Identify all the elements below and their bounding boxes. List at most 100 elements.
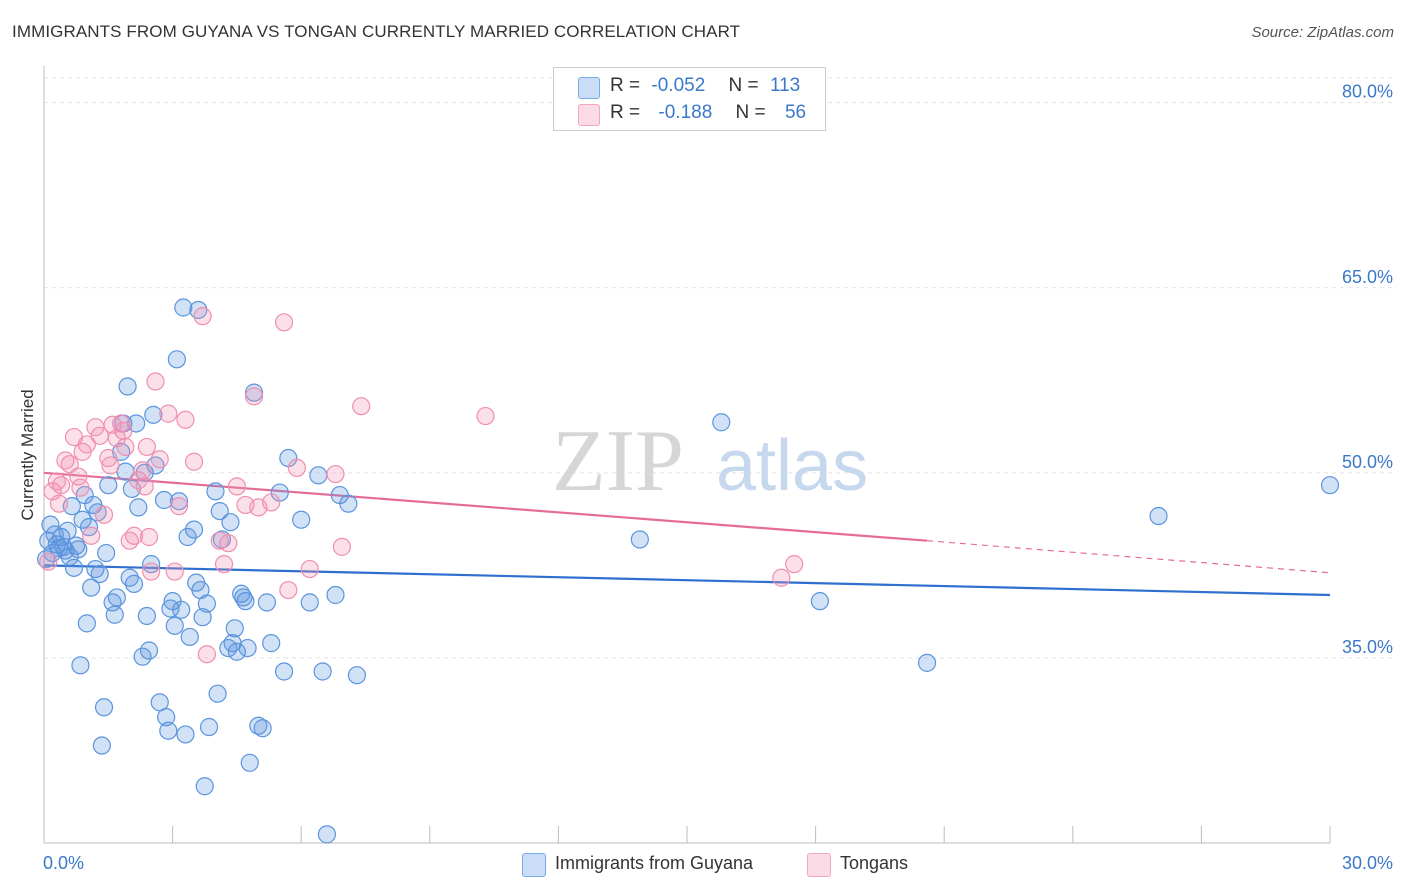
data-point	[92, 736, 111, 755]
data-point	[58, 521, 77, 540]
legend-swatch-guyana	[522, 853, 546, 877]
data-point	[262, 493, 281, 512]
trend-line-tongans	[43, 471, 928, 542]
data-point	[82, 578, 101, 597]
data-point	[244, 387, 264, 406]
data-point	[90, 564, 109, 584]
data-point	[712, 413, 731, 432]
data-point	[352, 397, 371, 416]
legend-label-guyana: Immigrants from Guyana	[555, 853, 754, 873]
data-point	[292, 510, 311, 529]
data-point	[41, 515, 60, 534]
data-point	[60, 455, 79, 474]
series-guyana	[37, 298, 1340, 844]
data-point	[347, 666, 367, 685]
data-point	[476, 406, 495, 426]
data-point	[208, 684, 227, 703]
y-tick-label: 50.0%	[1342, 452, 1393, 472]
data-point	[159, 404, 178, 423]
source-label: Source: ZipAtlas.com	[1251, 24, 1394, 41]
data-point	[150, 450, 169, 469]
data-point	[339, 494, 358, 513]
data-point	[167, 350, 186, 369]
data-point	[129, 498, 148, 517]
data-point	[176, 725, 195, 744]
data-point	[274, 662, 294, 681]
data-point	[287, 458, 307, 478]
data-point	[114, 421, 133, 440]
data-point	[165, 616, 184, 635]
data-point	[124, 526, 144, 545]
trend-line-guyana	[43, 564, 1331, 597]
data-point	[180, 627, 199, 647]
series-tongans	[39, 307, 804, 664]
data-point	[116, 437, 135, 457]
data-point	[279, 580, 298, 600]
data-point	[52, 476, 71, 495]
data-point	[206, 482, 225, 501]
data-point	[99, 476, 118, 495]
data-point	[71, 478, 90, 497]
data-point	[214, 555, 234, 574]
data-point	[326, 585, 345, 605]
data-point	[146, 372, 165, 391]
watermark-zip: ZIP	[552, 413, 684, 510]
data-point	[169, 492, 189, 511]
data-point	[135, 477, 154, 496]
data-point	[199, 717, 219, 737]
data-point	[917, 653, 937, 672]
data-point	[300, 593, 319, 612]
data-point	[184, 520, 204, 539]
tick-labels: 35.0% 50.0% 65.0% 80.0% 0.0% 30.0%	[43, 82, 1393, 873]
data-point	[309, 466, 328, 485]
data-point	[94, 698, 114, 717]
data-point	[112, 414, 131, 433]
n-label: N =	[735, 102, 766, 123]
data-point	[69, 540, 88, 559]
data-point	[197, 594, 216, 613]
zipatlas-watermark: ZIP atlas	[552, 413, 868, 510]
data-point	[210, 501, 229, 521]
y-tick-label: 80.0%	[1342, 82, 1393, 102]
guyana-swatch	[578, 77, 600, 99]
data-point	[326, 464, 345, 484]
data-point	[144, 405, 163, 424]
data-point	[137, 606, 156, 626]
y-axis-label: Currently Married	[18, 389, 37, 521]
data-point	[238, 638, 257, 658]
tongans-swatch	[578, 104, 600, 126]
data-point	[172, 600, 191, 619]
trend-line-extension	[927, 540, 1331, 574]
data-point	[221, 513, 240, 532]
data-point	[225, 619, 244, 638]
data-point	[262, 634, 281, 653]
data-point	[77, 614, 96, 633]
data-point	[274, 313, 294, 332]
trend-lines	[43, 471, 1331, 597]
legend-label-tongans: Tongans	[840, 853, 909, 873]
data-point	[133, 461, 152, 480]
data-point	[184, 452, 204, 471]
data-point	[159, 721, 178, 740]
axes	[43, 66, 1331, 844]
data-point	[94, 505, 114, 524]
data-point	[317, 825, 337, 844]
data-point	[124, 574, 144, 593]
data-point	[137, 437, 156, 457]
data-point	[139, 527, 159, 547]
data-point	[253, 719, 272, 738]
data-point	[39, 552, 58, 571]
data-point	[193, 307, 212, 326]
data-point	[97, 543, 116, 563]
data-point	[810, 592, 829, 611]
data-point	[169, 497, 189, 516]
data-point	[197, 645, 216, 664]
y-tick-label: 65.0%	[1342, 267, 1393, 287]
n-value: 56	[784, 102, 807, 123]
data-point	[64, 558, 84, 577]
data-point	[118, 377, 137, 396]
data-point	[236, 592, 255, 611]
data-point	[257, 593, 277, 612]
stats-legend: R = -0.052 N = 113 R = -0.188 N = 56	[553, 67, 826, 131]
data-point	[49, 494, 69, 513]
